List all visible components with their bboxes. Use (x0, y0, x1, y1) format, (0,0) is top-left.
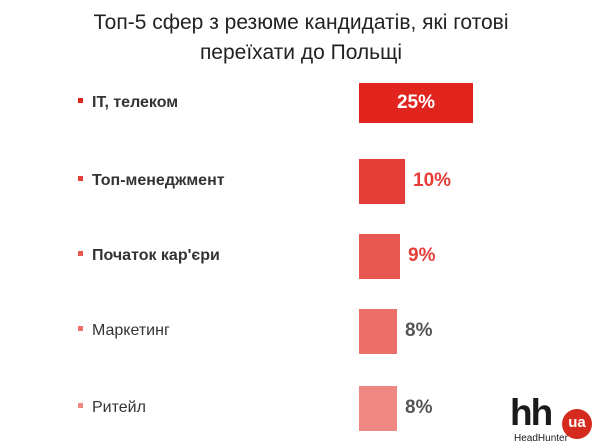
chart-title-line-1: Топ-5 сфер з резюме кандидатів, які гото… (93, 11, 509, 34)
category-label: Маркетинг (78, 319, 170, 343)
chart-title: Топ-5 сфер з резюме кандидатів, які гото… (0, 8, 602, 68)
category-label: Ритейл (78, 396, 146, 420)
logo-hh-text: hh (510, 392, 553, 433)
category-label-text: Топ-менеджмент (92, 172, 225, 189)
bar (359, 83, 473, 123)
bar (359, 158, 405, 204)
logo-ua-badge: ua (562, 409, 592, 439)
bar (359, 233, 400, 279)
logo-subtitle: HeadHunter (514, 433, 568, 444)
bullet-icon (78, 326, 83, 332)
headhunter-logo: hh ua HeadHunter (510, 392, 595, 445)
category-label-text: Початок кар'єри (92, 247, 220, 264)
value-label: 9% (408, 245, 436, 266)
value-label: 10% (413, 170, 452, 191)
bar (359, 308, 397, 354)
value-label: 25% (396, 92, 436, 113)
category-label-text: IT, телеком (92, 94, 179, 111)
bullet-icon (78, 98, 83, 104)
category-label-text: Ритейл (92, 399, 146, 416)
bar (359, 385, 397, 431)
value-label: 8% (405, 397, 433, 418)
bullet-icon (78, 176, 83, 182)
bullet-icon (78, 403, 83, 409)
chart-title-line-2: переїхати до Польщі (199, 41, 403, 64)
category-label: IT, телеком (78, 91, 178, 115)
category-label: Топ-менеджмент (78, 169, 225, 193)
bullet-icon (78, 251, 83, 257)
category-label: Початок кар'єри (78, 244, 220, 268)
category-label-text: Маркетинг (92, 322, 170, 339)
value-label: 8% (405, 320, 433, 341)
